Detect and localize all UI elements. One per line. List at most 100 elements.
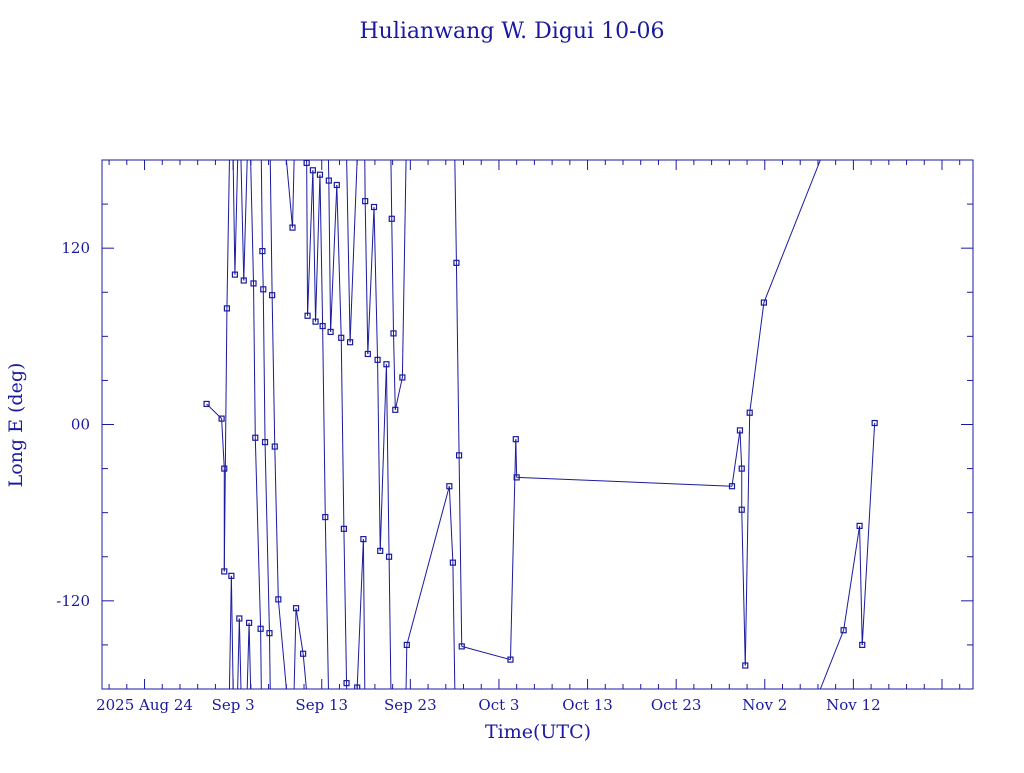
series-line-segment (235, 160, 238, 275)
series-line-segment (459, 455, 462, 646)
series-line-segment (862, 423, 874, 645)
series-line-segment (313, 170, 316, 321)
y-tick-label: -120 (56, 592, 90, 610)
series-line-segment (270, 160, 272, 295)
series-line-segment (374, 207, 378, 360)
series-line-segment (255, 438, 260, 629)
y-axis-label: Long E (deg) (5, 363, 27, 488)
series-line-segment (392, 219, 394, 334)
series-line-segment (407, 486, 450, 645)
series-line-segment (251, 160, 254, 283)
series-line-segment (265, 442, 269, 633)
x-tick-label: Sep 3 (212, 696, 255, 714)
series-line-segment (456, 263, 459, 456)
series-line-segment (254, 283, 256, 437)
series-line-segment (516, 439, 517, 477)
series-line-segment (269, 633, 270, 689)
y-tick-label: 120 (61, 239, 90, 257)
series-line-segment (337, 185, 341, 338)
plot-frame (102, 160, 973, 689)
y-tick-labels: 120 00 -120 (56, 239, 90, 610)
chart-title: Hulianwang W. Digui 10-06 (359, 19, 664, 44)
series-line-segment (517, 477, 732, 486)
series-line-segment (764, 160, 820, 303)
series-line-segment (331, 185, 337, 332)
series-line-segment (395, 377, 402, 409)
series-line-segment (247, 623, 249, 689)
series-line-segment (227, 160, 230, 308)
series-line-segment (294, 608, 296, 689)
series-line-segment (341, 338, 344, 529)
series-line-segment (241, 160, 244, 280)
series-line-segment (231, 576, 233, 689)
series-line-segment (320, 175, 323, 326)
series-line-segment (357, 539, 363, 687)
series-line-segment (402, 160, 406, 377)
series-line-segment (261, 160, 262, 251)
series-line-segment (303, 654, 306, 689)
series-line-segment (350, 160, 357, 342)
series-line-segment (406, 645, 407, 689)
series-layer (204, 160, 877, 690)
series-line-segment (745, 413, 749, 666)
series-line-segment (262, 251, 263, 289)
series-line-segment (742, 510, 746, 666)
x-tick-label: 2025 Aug 24 (96, 696, 193, 714)
series-line-segment (275, 447, 279, 600)
series-line-segment (249, 623, 251, 689)
series-line-segment (233, 160, 235, 275)
series-line-segment (860, 526, 863, 645)
series-line-segment (286, 160, 292, 228)
x-tick-labels: 2025 Aug 24 Sep 3 Sep 13 Sep 23 Oct 3 Oct 13 O… (96, 696, 881, 714)
x-tick-label: Oct 23 (651, 696, 702, 714)
series-line-segment (308, 170, 313, 315)
x-tick-label: Sep 13 (295, 696, 348, 714)
series-line-segment (261, 629, 262, 689)
series-line-segment (740, 430, 742, 468)
x-tick-label: Nov 2 (742, 696, 787, 714)
series-line-segment (224, 308, 227, 571)
series-line-segment (263, 289, 265, 442)
y-tick-label: 00 (71, 416, 90, 434)
series-line-segment (510, 439, 515, 659)
series-line-segment (453, 563, 455, 689)
series-line-segment (820, 630, 843, 689)
series-line-segment (363, 539, 364, 689)
series-line-segment (296, 608, 303, 654)
series-line-segment (316, 175, 320, 322)
axis-ticks (102, 160, 973, 689)
x-tick-label: Oct 3 (478, 696, 519, 714)
x-tick-label: Sep 23 (384, 696, 437, 714)
series-line-segment (307, 163, 308, 316)
series-line-segment (378, 360, 381, 551)
series-line-segment (394, 333, 396, 409)
series-line-segment (389, 557, 391, 689)
series-line-segment (239, 618, 241, 689)
series-line-segment (323, 326, 326, 517)
series-line-segment (347, 160, 350, 342)
series-line-segment (329, 181, 331, 332)
series-line-segment (386, 364, 389, 557)
series-line-segment (244, 160, 247, 280)
series-line-segment (380, 364, 386, 551)
series-line-segment (391, 160, 392, 219)
series-line-segment (844, 526, 860, 630)
series-line-segment (344, 529, 347, 683)
series-line-segment (325, 517, 328, 689)
series-line-segment (229, 576, 231, 689)
series-line-segment (732, 430, 740, 486)
series-line-segment (750, 303, 764, 413)
series-line-segment (449, 486, 453, 562)
series-line-segment (368, 207, 374, 354)
series-line-segment (455, 160, 457, 263)
series-line-segment (272, 295, 275, 446)
series-line-segment (293, 160, 295, 228)
x-tick-label: Nov 12 (826, 696, 881, 714)
x-axis-label: Time(UTC) (485, 721, 591, 743)
x-tick-label: Oct 13 (562, 696, 613, 714)
series-line-segment (278, 599, 286, 689)
series-line-segment (462, 646, 511, 659)
series-line-segment (365, 201, 368, 354)
